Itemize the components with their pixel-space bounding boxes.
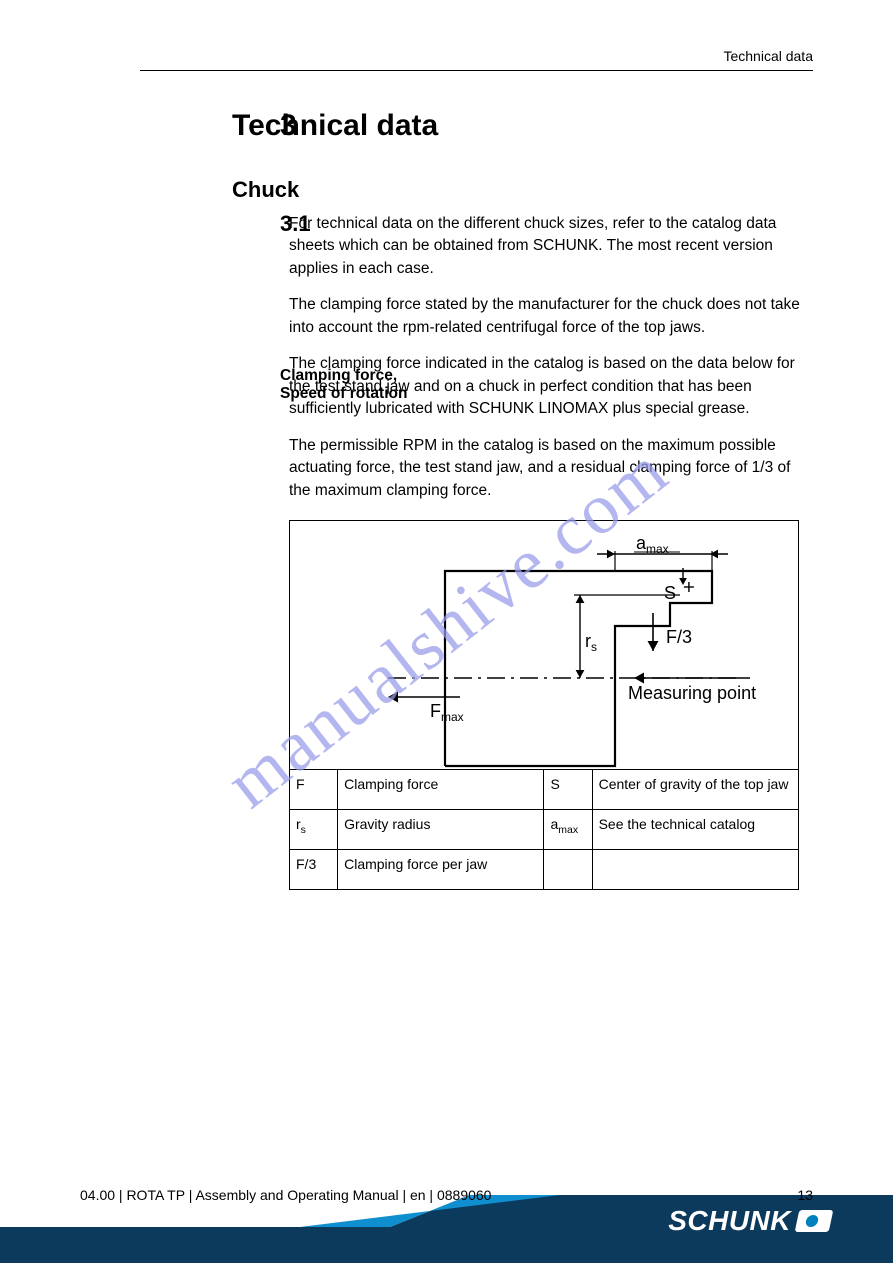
footer-doc: 04.00 | ROTA TP | Assembly and Operating… (80, 1187, 491, 1203)
legend-cell: F/3 (290, 850, 338, 890)
paragraph-2: The clamping force stated by the manufac… (289, 294, 813, 339)
svg-text:S: S (664, 583, 676, 603)
section-number: 3 (280, 109, 297, 143)
header-title: Technical data (723, 48, 813, 64)
brand-text: SCHUNK (668, 1205, 791, 1237)
brand-lozenge-icon (795, 1210, 834, 1232)
svg-text:Measuring point: Measuring point (628, 683, 756, 703)
legend-cell: Clamping force (338, 770, 544, 810)
legend-cell: S (544, 770, 592, 810)
margin-label: Clamping force, Speed of rotation (280, 367, 410, 403)
legend-cell: F (290, 770, 338, 810)
figure-svg: amax S F/3 rs Fmax Measuring point (290, 521, 799, 770)
svg-text:rs: rs (585, 631, 597, 654)
footer: 04.00 | ROTA TP | Assembly and Operating… (0, 1175, 893, 1263)
subsection-title: Chuck (232, 177, 813, 203)
legend-cell: Gravity radius (338, 810, 544, 850)
legend-cell: Clamping force per jaw (338, 850, 544, 890)
page-number: 13 (797, 1187, 813, 1203)
legend-cell: amax (544, 810, 592, 850)
legend-cell (592, 850, 798, 890)
section-title: Technical data (232, 109, 813, 143)
subsection-number: 3.1 (280, 211, 311, 237)
svg-text:amax: amax (636, 533, 669, 556)
paragraph-4: The permissible RPM in the catalog is ba… (289, 435, 813, 502)
paragraph-1: For technical data on the different chuc… (289, 213, 813, 280)
legend-cell: rs (290, 810, 338, 850)
legend-table: FClamping forceSCenter of gravity of the… (289, 769, 799, 890)
legend-cell: Center of gravity of the top jaw (592, 770, 798, 810)
svg-text:F/3: F/3 (666, 627, 692, 647)
brand-logo: SCHUNK (668, 1205, 831, 1237)
svg-text:Fmax: Fmax (430, 701, 464, 724)
legend-cell: See the technical catalog (592, 810, 798, 850)
figure-frame: amax S F/3 rs Fmax Measuring point (289, 520, 799, 770)
legend-cell (544, 850, 592, 890)
